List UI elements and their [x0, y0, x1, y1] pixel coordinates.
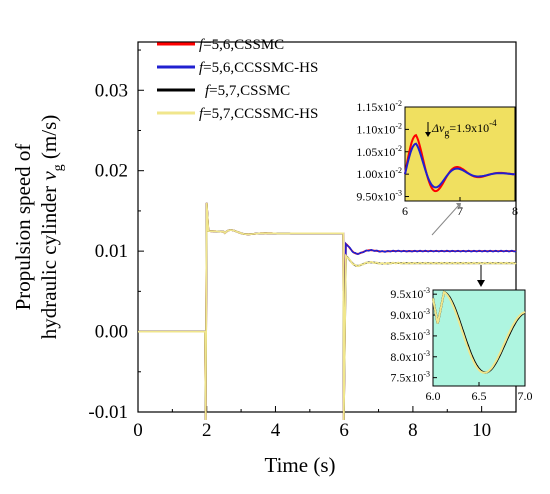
inset1-axes: 6 7 8 1.15x10-2 1.10x10-2 1.05x10-2 1.00x10-2 9… [356, 99, 518, 218]
inset1-y-tick-label: 1.00x10-2 [356, 166, 402, 181]
inset2-series-ccssmc-hs [432, 290, 526, 374]
x-tick-label: 4 [271, 420, 281, 441]
inset2-y-tick-label: 9.5x10-3 [390, 286, 430, 301]
x-axis-label: Time (s) [265, 453, 336, 477]
y-tick-label: 0.01 [95, 241, 128, 262]
inset2-y-tick-label: 9.0x10-3 [390, 307, 430, 322]
legend-entry: f=5,7,CCSSMC-HS [199, 106, 318, 122]
inset-zoom-upper: 6 7 8 1.15x10-2 1.10x10-2 1.05x10-2 1.00x10-2 9… [356, 99, 518, 218]
inset1-y-tick-label: 1.05x10-2 [356, 144, 402, 159]
legend-entry: f=5,7,CSSMC [205, 83, 290, 99]
inset2-x-tick-label: 7.0 [518, 389, 533, 403]
main-curves [138, 202, 517, 421]
x-tick-label: 0 [133, 420, 143, 441]
inset1-annotation-arrowhead [425, 132, 431, 137]
inset1-x-tick-label: 8 [512, 204, 518, 218]
x-tick-label: 10 [472, 420, 491, 441]
inset1-series-ccssmc-hs [404, 142, 515, 189]
x-tick-label: 8 [408, 420, 418, 441]
inset-zoom-lower: 6.0 6.5 7.0 9.5x10-3 9.0x10-3 8.5x10-3 8.0x10-… [390, 286, 532, 403]
inset2-y-tick-label: 7.5x10-3 [390, 370, 430, 385]
inset2-x-tick-label: 6.5 [472, 389, 487, 403]
y-axis-label-line1: Propulsion speed of [11, 144, 35, 311]
series-f57-ccssmc-hs [138, 202, 517, 421]
main-axes: 0 2 4 6 8 10 -0.01 0.00 0.01 0.02 0.03 [88, 49, 517, 441]
inset1-curves [404, 133, 516, 193]
y-tick-label: -0.01 [88, 402, 128, 423]
connector-upper [431, 205, 459, 236]
y-tick-label: 0.02 [95, 161, 128, 182]
inset2-frame [432, 289, 526, 387]
inset1-x-tick-label: 6 [402, 204, 408, 218]
inset1-y-tick-label: 1.15x10-2 [356, 99, 402, 114]
y-tick-label: 0.03 [95, 80, 128, 101]
inset1-x-tick-label: 7 [457, 204, 463, 218]
inset2-y-tick-label: 8.5x10-3 [390, 328, 430, 343]
y-axis-label: Propulsion speed of hydraulic cylinder v… [11, 115, 66, 340]
inset1-frame [404, 106, 516, 202]
x-tick-label: 2 [202, 420, 212, 441]
legend-entry: f=5,6,CSSMC [199, 37, 284, 53]
legend: f=5,6,CSSMC f=5,6,CCSSMC-HS f=5,7,CSSMC f=5… [157, 37, 318, 122]
connector-upper-head [456, 203, 461, 209]
inset2-axes: 6.0 6.5 7.0 9.5x10-3 9.0x10-3 8.5x10-3 8.0x10-… [390, 286, 532, 403]
inset1-annotation: Δvg=1.9x10-4 [431, 118, 497, 139]
connector-lower-head [477, 280, 485, 287]
inset2-curves [431, 290, 526, 374]
plot-frame [137, 41, 517, 413]
legend-entry: f=5,6,CCSSMC-HS [199, 60, 318, 76]
y-tick-label: 0.00 [95, 322, 128, 343]
inset2-y-tick-label: 8.0x10-3 [390, 349, 430, 364]
y-axis-label-line2: hydraulic cylinder vg (m/s) [37, 115, 66, 340]
inset1-y-tick-label: 9.50x10-3 [356, 189, 402, 204]
inset1-y-tick-label: 1.10x10-2 [356, 121, 402, 136]
inset2-x-tick-label: 6.0 [426, 389, 441, 403]
x-tick-label: 6 [339, 420, 349, 441]
